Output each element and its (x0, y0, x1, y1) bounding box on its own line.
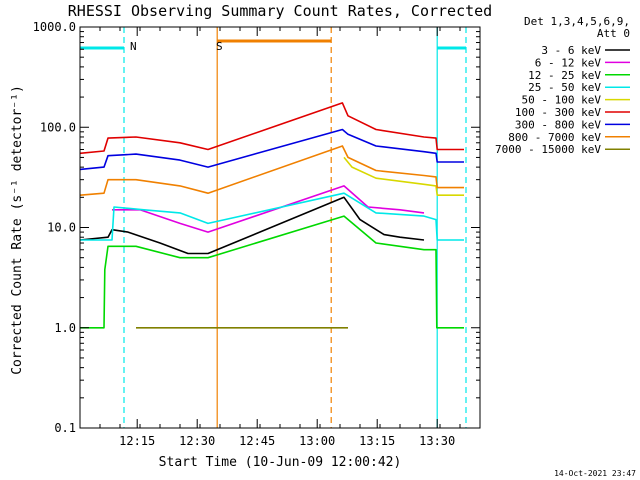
legend-label-7: 800 - 7000 keV (508, 131, 601, 144)
series-line-6 (79, 128, 464, 171)
legend-label-5: 100 - 300 keV (515, 106, 601, 119)
y-tick-label: 100.0 (40, 120, 76, 134)
series-line-1 (112, 185, 425, 233)
series-line-2 (80, 215, 464, 329)
series-line-5 (79, 102, 464, 155)
x-tick-label: 12:45 (239, 434, 275, 448)
y-tick-label: 1.0 (54, 321, 76, 335)
x-tick-label: 13:15 (359, 434, 395, 448)
y-tick-label: 10.0 (47, 221, 76, 235)
legend-header-line-1: Det 1,3,4,5,6,9, (524, 15, 630, 28)
legend-label-4: 50 - 100 keV (522, 94, 602, 107)
legend-header-line-2: Att 0 (597, 27, 630, 40)
legend-label-6: 300 - 800 keV (515, 118, 601, 131)
legend-label-1: 6 - 12 keV (535, 56, 602, 69)
x-tick-label: 13:00 (299, 434, 335, 448)
y-tick-label: 0.1 (54, 421, 76, 435)
x-axis-label: Start Time (10-Jun-09 12:00:42) (159, 455, 402, 470)
y-axis-label: Corrected Count Rate (s⁻¹ detector⁻¹) (10, 85, 25, 375)
legend-label-2: 12 - 25 keV (528, 69, 601, 82)
x-tick-label: 12:30 (179, 434, 215, 448)
legend-label-0: 3 - 6 keV (541, 44, 601, 57)
legend-label-8: 7000 - 15000 keV (495, 143, 601, 156)
plot-frame (79, 26, 481, 429)
x-tick-label: 13:30 (419, 434, 455, 448)
series-line-4 (343, 156, 464, 196)
chart-title: RHESSI Observing Summary Count Rates, Co… (68, 2, 492, 20)
series-line-7 (79, 145, 464, 196)
annotation-n: N (130, 40, 137, 53)
x-tick-label: 12:15 (119, 434, 155, 448)
y-tick-label: 1000.0 (33, 20, 76, 34)
legend-label-3: 25 - 50 keV (528, 81, 601, 94)
series-line-3 (80, 192, 464, 241)
annotation-s: S (216, 40, 223, 53)
series-line-0 (79, 196, 425, 255)
generation-timestamp: 14-Oct-2021 23:47 (554, 469, 636, 478)
